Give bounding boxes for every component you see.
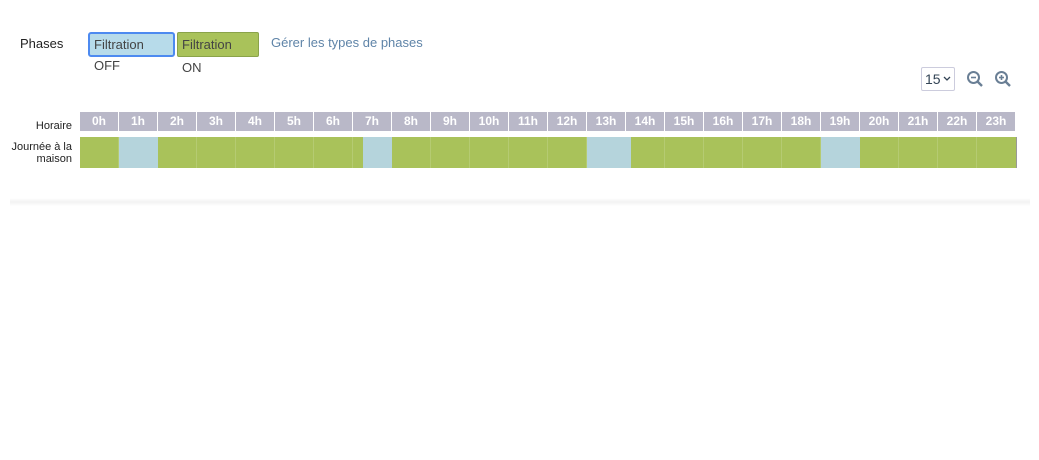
phase-button[interactable]: Filtration OFF <box>88 32 175 73</box>
hour-header: 22h <box>938 112 976 131</box>
hour-divider <box>196 137 197 168</box>
hour-divider <box>742 137 743 168</box>
hour-header: 5h <box>275 112 313 131</box>
off-period <box>821 137 860 168</box>
zoom-out[interactable] <box>966 70 984 88</box>
hour-header: 14h <box>626 112 664 131</box>
divider <box>10 198 1030 206</box>
hour-header: 10h <box>470 112 508 131</box>
chevron <box>943 76 951 81</box>
off-period <box>587 137 631 168</box>
manage-link[interactable]: Gérer les types de phases <box>271 35 423 50</box>
hour-header: 20h <box>860 112 898 131</box>
hour-header: 19h <box>821 112 859 131</box>
phases-label: Phases <box>20 36 64 51</box>
hour-divider <box>937 137 938 168</box>
hour-header: 3h <box>197 112 235 131</box>
hour-header: 6h <box>314 112 352 131</box>
hour-divider <box>976 137 977 168</box>
hour-header: 9h <box>431 112 469 131</box>
hour-header: 21h <box>899 112 937 131</box>
hour-header: 12h <box>548 112 586 131</box>
hour-header: 23h <box>977 112 1015 131</box>
hour-header: 8h <box>392 112 430 131</box>
hour-header: 13h <box>587 112 625 131</box>
hour-divider <box>547 137 548 168</box>
hour-header: 11h <box>509 112 547 131</box>
hour-divider <box>508 137 509 168</box>
off-period <box>362 137 392 168</box>
hour-divider <box>586 137 587 168</box>
hour-divider <box>820 137 821 168</box>
hour-divider <box>469 137 470 168</box>
zoom-value: 15 <box>925 71 941 87</box>
hour-divider <box>898 137 899 168</box>
hour-header: 15h <box>665 112 703 131</box>
hour-header: 2h <box>158 112 196 131</box>
zoom-select[interactable]: 15 <box>921 67 955 91</box>
hour-header: 16h <box>704 112 742 131</box>
hour-divider <box>781 137 782 168</box>
hour-divider <box>703 137 704 168</box>
hour-divider <box>235 137 236 168</box>
hour-divider <box>430 137 431 168</box>
hour-divider <box>664 137 665 168</box>
hour-divider <box>313 137 314 168</box>
header-label: Horaire <box>35 120 72 132</box>
hour-header: 0h <box>80 112 118 131</box>
hour-header: 1h <box>119 112 157 131</box>
hour-divider <box>352 137 353 168</box>
hour-header: 17h <box>743 112 781 131</box>
hour-divider <box>118 137 119 168</box>
hour-divider <box>274 137 275 168</box>
hour-header: 18h <box>782 112 820 131</box>
hour-header: 7h <box>353 112 391 131</box>
row-label: Journée à la maison <box>11 141 72 165</box>
hour-header: 4h <box>236 112 274 131</box>
zoom-in[interactable] <box>994 70 1012 88</box>
schedule-row[interactable] <box>80 137 1017 168</box>
phase-button[interactable]: Filtration ON <box>177 32 259 75</box>
off-period <box>119 137 158 168</box>
